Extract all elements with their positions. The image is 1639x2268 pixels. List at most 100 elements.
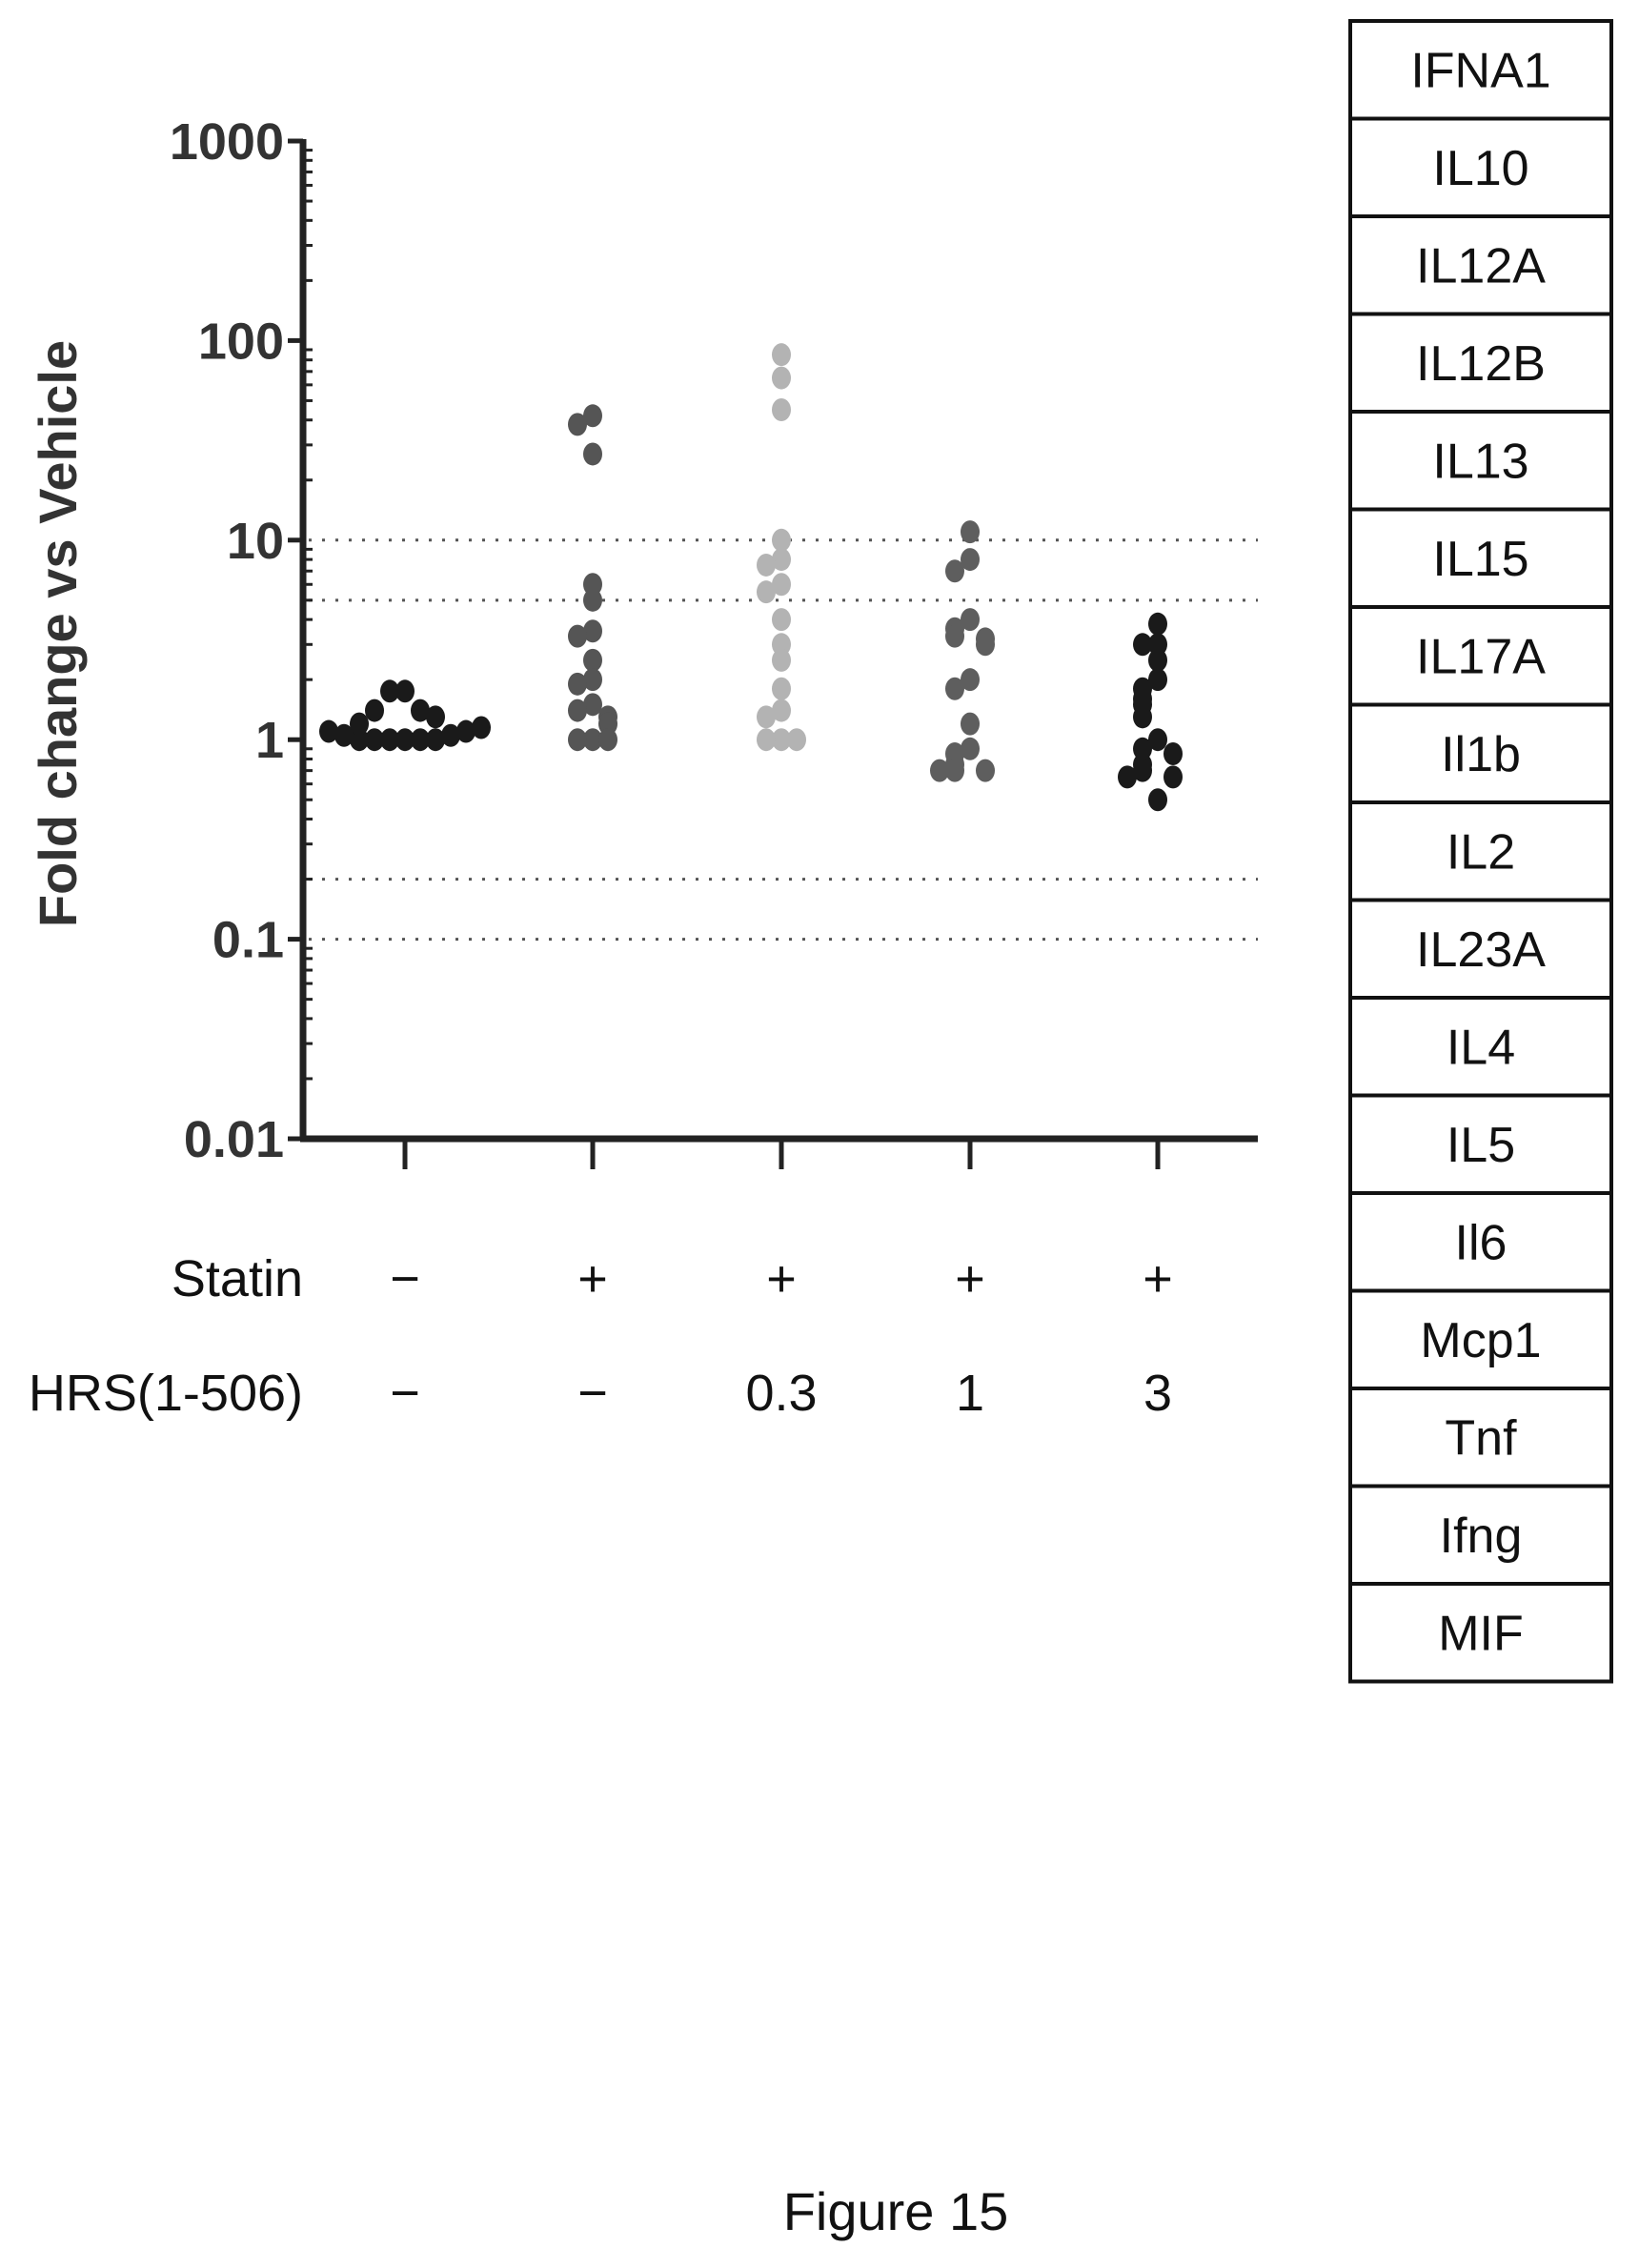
data-point (757, 580, 776, 604)
statin-value: + (766, 1250, 797, 1307)
gene-label: Ifng (1440, 1509, 1523, 1564)
data-point (772, 343, 791, 367)
data-point (583, 588, 602, 612)
gene-label: Tnf (1445, 1410, 1517, 1466)
statin-value: + (577, 1250, 608, 1307)
data-point (945, 559, 964, 583)
y-axis-ticks: 0.01 0.1 1 10 100 1000 (170, 113, 313, 1168)
data-point (583, 668, 602, 692)
data-point (1148, 633, 1167, 657)
data-point (426, 705, 445, 729)
data-point (961, 608, 980, 632)
data-point (961, 520, 980, 544)
data-point (411, 728, 430, 752)
y-tick-label: 1 (255, 712, 284, 769)
data-point (365, 699, 384, 722)
gene-label: IL4 (1447, 1020, 1515, 1075)
data-point (568, 728, 587, 752)
data-point (568, 699, 587, 722)
data-point (568, 413, 587, 436)
gene-label: IL15 (1432, 532, 1528, 587)
data-point (772, 528, 791, 552)
statin-value: + (1143, 1250, 1173, 1307)
data-point (772, 728, 791, 752)
data-point (350, 712, 369, 736)
gene-label: Il6 (1455, 1215, 1507, 1270)
data-point (945, 677, 964, 700)
data-point (583, 442, 602, 466)
data-points (319, 343, 1183, 812)
data-point (568, 624, 587, 648)
hrs-value: 3 (1143, 1365, 1172, 1422)
data-point (930, 759, 949, 782)
data-point (772, 398, 791, 422)
data-point (976, 633, 995, 657)
data-point (411, 699, 430, 722)
data-point (1133, 737, 1152, 760)
data-point (583, 404, 602, 428)
gene-label: IL17A (1416, 629, 1546, 684)
data-point (334, 723, 354, 747)
hrs-value: − (577, 1365, 608, 1422)
data-point (1133, 633, 1152, 657)
data-point (456, 719, 476, 743)
data-point (583, 693, 602, 717)
gene-label: MIF (1438, 1606, 1524, 1661)
data-point (395, 728, 415, 752)
data-point (976, 759, 995, 782)
data-point (1163, 765, 1183, 789)
y-tick-label: 0.1 (212, 912, 284, 969)
data-point (772, 548, 791, 572)
data-point (757, 553, 776, 577)
data-point (757, 728, 776, 752)
statin-value: − (390, 1250, 420, 1307)
y-tick-label: 10 (227, 513, 284, 570)
gene-label: IL12B (1416, 336, 1546, 392)
data-point (583, 648, 602, 672)
hrs-value: 0.3 (745, 1365, 817, 1422)
gene-label: IL5 (1447, 1118, 1515, 1173)
data-point (961, 712, 980, 736)
gene-label: IL13 (1432, 434, 1528, 489)
data-point (395, 679, 415, 703)
data-point (426, 728, 445, 752)
gene-table-border (1348, 19, 1613, 1684)
y-tick-label: 1000 (170, 113, 284, 171)
y-axis-label: Fold change vs Vehicle (28, 340, 88, 927)
data-point (772, 699, 791, 722)
gene-label: IL23A (1416, 922, 1546, 978)
data-point (319, 719, 338, 743)
y-tick-label: 0.01 (184, 1111, 284, 1168)
gene-label: IL10 (1432, 141, 1528, 196)
data-point (772, 677, 791, 700)
gene-label: Il1b (1441, 727, 1521, 782)
figure-caption: Figure 15 (783, 2181, 1009, 2241)
data-point (1148, 668, 1167, 692)
data-point (380, 728, 399, 752)
statin-value: + (955, 1250, 985, 1307)
hrs-row-label: HRS(1-506) (29, 1365, 303, 1422)
data-point (598, 712, 617, 736)
data-point (772, 608, 791, 632)
gene-legend-table: IFNA1 IL10 IL12A IL12B IL13 IL15 IL17A Il1b IL2 I… (1348, 19, 1613, 1684)
hrs-value: 1 (956, 1365, 984, 1422)
gene-label: IL2 (1447, 824, 1515, 880)
data-point (945, 624, 964, 648)
data-point (961, 737, 980, 760)
data-point (598, 728, 617, 752)
hrs-value: − (390, 1365, 420, 1422)
data-point (945, 759, 964, 782)
y-tick-label: 100 (198, 313, 284, 370)
data-point (1118, 765, 1137, 789)
data-point (1133, 759, 1152, 782)
data-point (961, 548, 980, 572)
data-point (757, 705, 776, 729)
data-point (583, 619, 602, 643)
data-point (1148, 788, 1167, 812)
data-point (1163, 741, 1183, 765)
gene-label: Mcp1 (1420, 1313, 1541, 1368)
data-point (1148, 612, 1167, 636)
data-point (472, 716, 491, 739)
data-point (772, 648, 791, 672)
